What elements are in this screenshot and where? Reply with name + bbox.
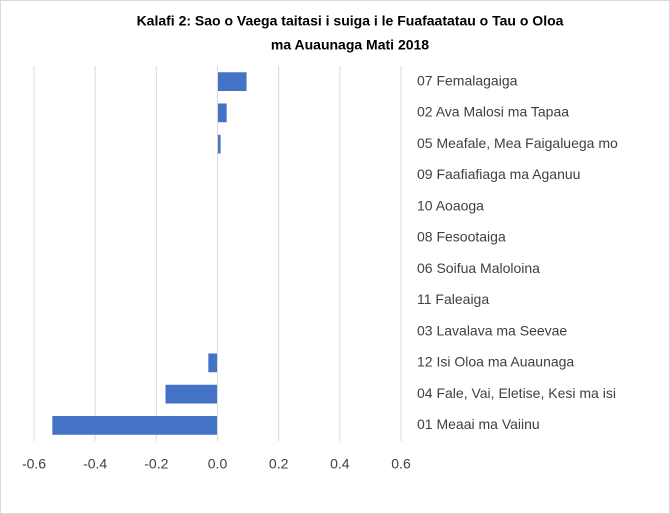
chart-title: Kalafi 2: Sao o Vaega taitasi i suiga i … (137, 13, 564, 29)
bar (165, 384, 218, 404)
category-label: 05 Meafale, Mea Faigaluega mo (417, 135, 618, 151)
category-label: 03 Lavalava ma Seevae (417, 322, 567, 338)
category-label: 11 Faleaiga (417, 291, 489, 307)
bar (217, 103, 227, 123)
bar (52, 416, 218, 435)
category-label: 09 Faafiafiaga ma Aganuu (417, 166, 580, 182)
category-label: 06 Soifua Maloloina (417, 260, 540, 276)
bar (208, 353, 218, 373)
x-tick-label: 0.4 (330, 456, 350, 472)
x-tick-label: 0.2 (269, 456, 289, 472)
category-label: 08 Fesootaiga (417, 229, 506, 245)
category-label: 07 Femalagaiga (417, 72, 518, 88)
category-label: 02 Ava Malosi ma Tapaa (417, 104, 569, 120)
category-label: 12 Isi Oloa ma Auaunaga (417, 354, 574, 370)
x-tick-label: 0.0 (208, 456, 228, 472)
category-label: 10 Aoaoga (417, 197, 484, 213)
x-tick-label: 0.6 (391, 456, 411, 472)
x-tick-label: -0.2 (144, 456, 168, 472)
category-label: 01 Meaai ma Vaiinu (417, 416, 540, 432)
chart-title: ma Auaunaga Mati 2018 (271, 37, 429, 53)
x-tick-label: -0.6 (22, 456, 46, 472)
bar (217, 72, 247, 91)
category-label: 04 Fale, Vai, Eletise, Kesi ma isi (417, 385, 616, 401)
x-tick-label: -0.4 (83, 456, 107, 472)
bar (217, 134, 221, 154)
